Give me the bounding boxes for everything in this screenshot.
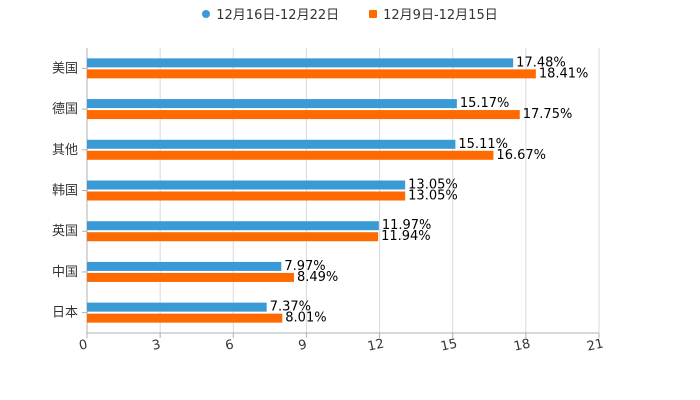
bar-series-2[interactable] <box>87 313 283 323</box>
data-label-series-2: 13.05% <box>408 189 458 204</box>
x-tick-label-0: 0 <box>78 337 89 353</box>
x-tick-label-9: 9 <box>297 337 308 353</box>
x-tick-label-12: 12 <box>366 337 385 355</box>
x-tick-label-18: 18 <box>512 337 531 355</box>
bar-series-1[interactable] <box>87 261 282 271</box>
bar-series-2[interactable] <box>87 110 520 120</box>
bar-series-1[interactable] <box>87 221 379 231</box>
category-label: 韩国 <box>52 184 78 199</box>
data-label-series-2: 16.67% <box>496 148 546 163</box>
data-label-series-1: 7.37% <box>270 300 311 315</box>
data-label-series-1: 7.97% <box>284 259 325 274</box>
bar-series-1[interactable] <box>87 139 456 149</box>
category-label: 德国 <box>52 102 78 117</box>
legend-item-series-2[interactable]: 12月9日-12月15日 <box>369 4 498 23</box>
data-label-series-1: 15.11% <box>458 137 508 152</box>
category-label: 中国 <box>52 265 78 280</box>
category-label: 英国 <box>52 224 78 239</box>
bar-series-2[interactable] <box>87 150 494 160</box>
data-label-series-2: 8.01% <box>285 311 326 326</box>
legend: 12月16日-12月22日 12月9日-12月15日 <box>0 4 700 23</box>
data-label-series-2: 8.49% <box>297 270 338 285</box>
x-tick-label-21: 21 <box>586 337 605 355</box>
bar-series-1[interactable] <box>87 180 406 190</box>
bar-series-1[interactable] <box>87 302 267 312</box>
x-tick-label-15: 15 <box>439 337 458 355</box>
data-label-series-2: 18.41% <box>539 66 589 81</box>
x-tick-label-6: 6 <box>224 337 235 353</box>
legend-item-series-1[interactable]: 12月16日-12月22日 <box>202 4 339 23</box>
data-label-series-1: 11.97% <box>382 218 432 233</box>
bar-series-1[interactable] <box>87 99 457 109</box>
legend-label-series-2: 12月9日-12月15日 <box>383 8 498 23</box>
legend-marker-series-2 <box>369 9 378 18</box>
bar-series-2[interactable] <box>87 272 294 282</box>
x-tick-label-3: 3 <box>151 337 162 353</box>
bar-series-1[interactable] <box>87 58 514 68</box>
category-label: 美国 <box>52 61 78 76</box>
data-label-series-1: 13.05% <box>408 178 458 193</box>
legend-label-series-1: 12月16日-12月22日 <box>216 8 340 23</box>
data-label-series-1: 17.48% <box>516 55 566 70</box>
category-label: 其他 <box>52 143 78 158</box>
bar-series-2[interactable] <box>87 69 536 79</box>
data-label-series-2: 11.94% <box>381 229 431 244</box>
data-label-series-2: 17.75% <box>523 107 573 122</box>
bar-series-2[interactable] <box>87 232 379 242</box>
category-label: 日本 <box>52 306 78 321</box>
bar-series-2[interactable] <box>87 191 406 201</box>
legend-marker-series-1 <box>202 9 211 18</box>
data-label-series-1: 15.17% <box>460 96 510 111</box>
